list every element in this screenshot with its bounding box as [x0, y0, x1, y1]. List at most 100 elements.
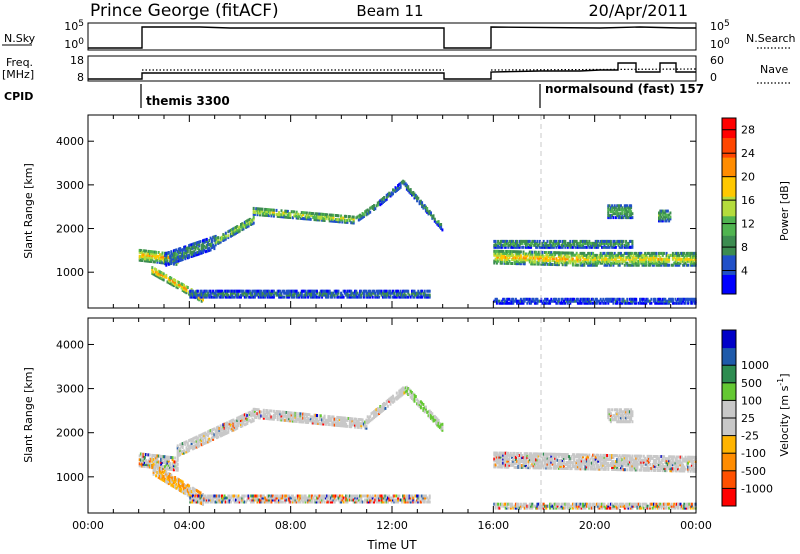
power-echo-cell: [157, 273, 160, 277]
velocity-echo-cell: [314, 494, 317, 498]
velocity-echo-cell: [392, 394, 394, 398]
velocity-echo-cell: [171, 466, 174, 470]
power-echo-cell: [512, 297, 515, 301]
velocity-echo-cell: [155, 462, 158, 466]
power-echo-cell: [588, 241, 591, 245]
power-echo-cell: [262, 211, 265, 215]
power-echo-cell: [521, 299, 524, 303]
velocity-echo-cell: [333, 423, 336, 427]
power-echo-cell: [184, 247, 187, 251]
velocity-echo-cell: [427, 500, 430, 504]
power-x-ticks: [87, 115, 697, 308]
power-echo-cell: [276, 212, 279, 216]
velocity-echo-cell: [341, 418, 344, 422]
power-echo-cell: [319, 289, 322, 293]
power-echo-cell: [186, 250, 189, 254]
velocity-echo-cell: [265, 411, 268, 414]
power-echo-cell: [499, 241, 502, 245]
power-echo-cell: [655, 253, 658, 257]
power-echo-cell: [617, 243, 620, 247]
velocity-echo-cell: [246, 420, 249, 423]
power-echo-cell: [284, 291, 287, 295]
velocity-echo-cell: [322, 494, 325, 498]
power-echo-cell: [324, 289, 327, 293]
velocity-echo-cell: [331, 421, 334, 425]
velocity-echo-cell: [366, 496, 369, 500]
power-echo-cell: [692, 255, 695, 259]
velocity-echo-cell: [233, 420, 236, 423]
power-echo-cell: [630, 297, 633, 301]
velocity-echo-cell: [328, 500, 331, 504]
velocity-echo-cell: [219, 498, 222, 502]
power-echo-cell: [318, 214, 321, 218]
velocity-echo-cell: [397, 496, 400, 500]
power-echo-cell: [568, 241, 571, 245]
power-echo-cell: [594, 257, 597, 261]
power-echo-cell: [666, 253, 669, 257]
velocity-echo-cell: [409, 395, 412, 399]
power-echo-cell: [169, 281, 172, 285]
velocity-echo-cell: [307, 417, 310, 421]
velocity-echo-cell: [364, 498, 367, 502]
power-echo-cell: [531, 260, 534, 264]
power-echo-cell: [684, 261, 687, 265]
velocity-echo-cell: [378, 496, 381, 500]
power-echo-cell: [158, 261, 161, 264]
velocity-echo-cell: [414, 500, 417, 504]
velocity-echo-cell: [196, 443, 199, 446]
velocity-echo-cell: [184, 450, 187, 454]
power-echo-cell: [162, 255, 165, 259]
power-echo-cell: [255, 293, 258, 297]
power-echo-cell: [171, 283, 174, 287]
power-echo-cell: [272, 214, 275, 218]
power-echo-cell: [556, 241, 559, 245]
power-echo-cell: [552, 251, 555, 255]
velocity-echo-cell: [253, 409, 256, 413]
power-echo-cell: [618, 204, 621, 208]
power-echo-cell: [623, 204, 626, 208]
power-echo-cell: [221, 289, 223, 293]
power-echo-cell: [243, 224, 246, 228]
power-echo-cell: [498, 249, 501, 253]
power-echo-cell: [661, 259, 664, 263]
power-echo-cell: [503, 257, 506, 261]
velocity-echo-cell: [408, 498, 411, 502]
velocity-echo-cell: [224, 430, 227, 433]
velocity-echo-cell: [343, 418, 346, 422]
velocity-echo-cell: [183, 441, 185, 445]
power-echo-cell: [160, 255, 163, 259]
cpid-mode2-label: normalsound (fast) 157: [545, 82, 704, 96]
power-echo-cell: [399, 183, 402, 187]
power-echo-cell: [285, 291, 288, 295]
velocity-echo-cell: [500, 461, 503, 465]
power-echo-cell: [636, 255, 639, 259]
power-echo-cell: [604, 253, 607, 257]
power-echo-cell: [523, 254, 526, 258]
power-echo-cell: [689, 259, 692, 263]
velocity-echo-cell: [295, 494, 298, 498]
velocity-echo-cell: [405, 496, 408, 500]
velocity-echo-cell: [507, 465, 510, 469]
power-echo-cell: [314, 216, 317, 220]
velocity-echo-cell: [276, 500, 279, 504]
power-echo-cell: [427, 210, 430, 214]
power-echo-cell: [675, 259, 678, 263]
velocity-echo-cell: [288, 415, 291, 419]
velocity-echo-cell: [247, 419, 250, 423]
velocity-echo-cell: [356, 421, 359, 425]
power-echo-cell: [512, 254, 515, 258]
power-echo-cell: [566, 297, 569, 301]
velocity-echo-cell: [284, 498, 287, 502]
velocity-echo-cell: [291, 419, 294, 423]
power-echo-cell: [626, 214, 629, 218]
power-echo-cell: [521, 239, 524, 243]
power-echo-cell: [536, 245, 539, 249]
velocity-echo-cell: [288, 417, 291, 421]
velocity-echo-cell: [392, 496, 394, 500]
velocity-echo-cell: [502, 453, 505, 457]
power-echo-cell: [213, 247, 216, 251]
power-echo-cell: [181, 254, 184, 258]
velocity-echo-cell: [388, 397, 391, 401]
power-echo-cell: [502, 255, 505, 259]
velocity-echo-cell: [196, 500, 199, 504]
